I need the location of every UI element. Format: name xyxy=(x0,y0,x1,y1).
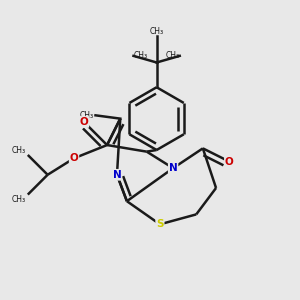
Text: N: N xyxy=(112,170,122,180)
Text: O: O xyxy=(70,153,78,163)
Text: CH₃: CH₃ xyxy=(149,27,164,36)
Text: CH₃: CH₃ xyxy=(134,51,148,60)
Text: CH₃: CH₃ xyxy=(80,111,94,120)
Text: O: O xyxy=(80,117,88,127)
Text: CH₃: CH₃ xyxy=(12,146,26,155)
Text: O: O xyxy=(225,157,234,166)
Text: CH₃: CH₃ xyxy=(12,195,26,204)
Text: N: N xyxy=(169,163,178,173)
Text: CH₃: CH₃ xyxy=(166,51,180,60)
Text: S: S xyxy=(156,219,164,229)
